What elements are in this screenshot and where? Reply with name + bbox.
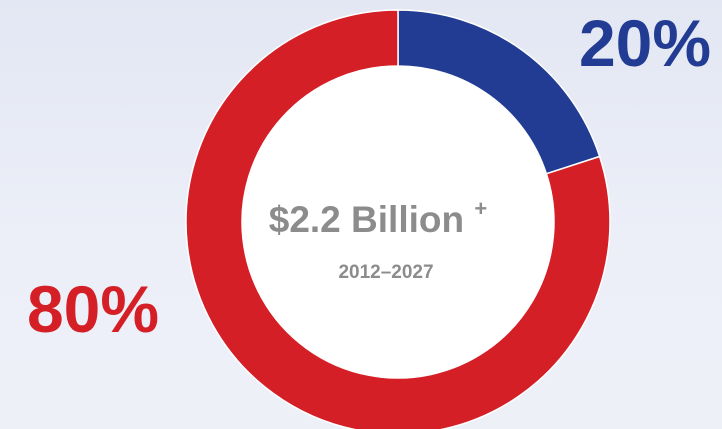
center-title-superscript: + bbox=[474, 196, 487, 221]
slice-percent-label-0: 20% bbox=[579, 6, 711, 80]
slice-labels: 20% 80% bbox=[27, 6, 711, 346]
donut-hole bbox=[242, 66, 554, 378]
slice-percent-label-1: 80% bbox=[27, 272, 159, 346]
center-title-main: $2.2 Billion bbox=[269, 199, 464, 240]
center-subtitle: 2012–2027 bbox=[338, 262, 433, 283]
center-title: $2.2 Billion + bbox=[269, 196, 487, 240]
